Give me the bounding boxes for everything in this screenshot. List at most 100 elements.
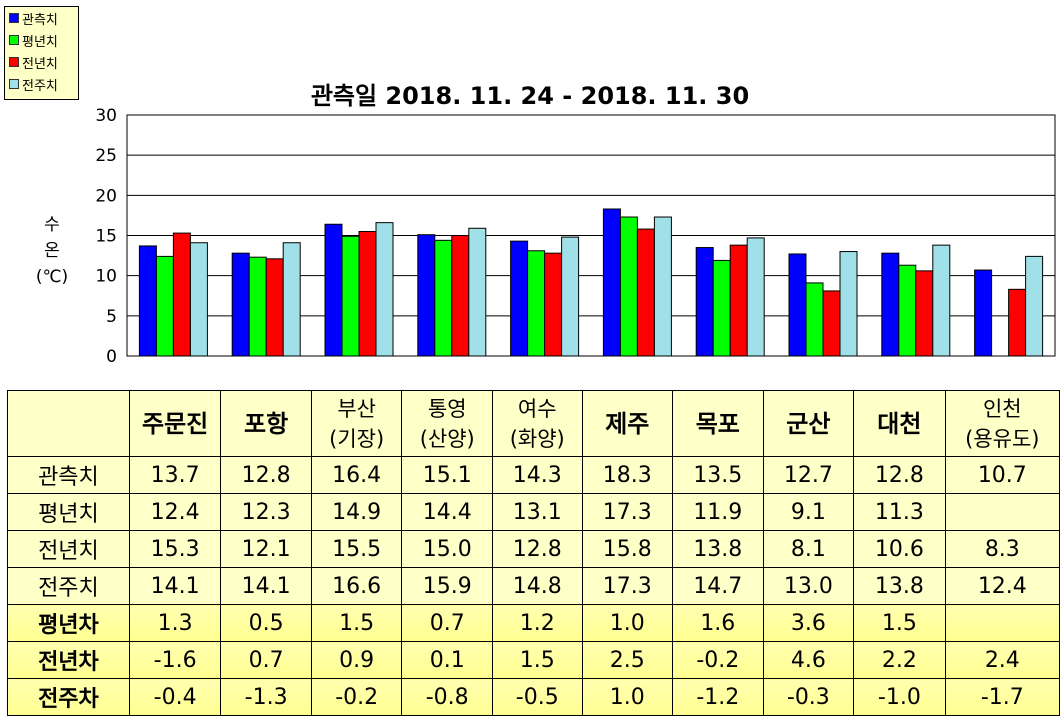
table-row: 평년치 12.4 12.3 14.9 14.4 13.1 17.3 11.9 9.1 11.3: [7, 493, 1060, 531]
bar-2-3: [451, 235, 470, 357]
bar-1-2: [341, 235, 360, 357]
bar-1-7: [805, 282, 824, 357]
header-line: (산양): [419, 426, 475, 451]
column-header: 목포: [672, 390, 764, 457]
legend-label: 관측치: [22, 12, 58, 28]
bar-3-3: [468, 227, 487, 357]
legend-item: 전년치: [5, 51, 78, 73]
table-cell: [944, 604, 1060, 642]
y-tick-label: 0: [106, 347, 117, 367]
header-corner: [7, 390, 130, 457]
header-line: 제주: [605, 409, 650, 438]
bar-3-9: [1025, 255, 1044, 357]
header-line: 부산: [337, 396, 376, 421]
table-cell: 11.3: [853, 493, 946, 531]
table-cell: 14.8: [491, 567, 583, 605]
legend-swatch: [9, 79, 19, 89]
bar-0-0: [138, 245, 157, 357]
table-cell: 15.3: [128, 530, 222, 568]
column-header: 통영 (산양): [401, 390, 493, 457]
table-cell: 13.8: [853, 567, 946, 605]
table-row: 전주치 14.1 14.1 16.6 15.9 14.8 17.3 14.7 13.0 13.8 1…: [7, 567, 1060, 605]
table-cell: 1.0: [581, 678, 674, 716]
table-cell: 15.9: [401, 567, 493, 605]
table-cell: 1.2: [491, 604, 583, 642]
table-cell: 8.1: [762, 530, 855, 568]
legend-label: 전주치: [22, 78, 58, 94]
row-label: 관측치: [7, 456, 130, 494]
table-cell: -1.7: [944, 678, 1060, 716]
bar-3-5: [653, 216, 672, 357]
table-cell: 2.4: [944, 641, 1060, 679]
table-cell: 12.8: [853, 456, 946, 494]
bar-3-2: [375, 222, 394, 357]
header-line: 대천: [877, 409, 922, 438]
header-line: (용유도): [965, 426, 1040, 451]
row-label: 전년치: [7, 530, 130, 568]
bar-1-0: [155, 255, 174, 357]
table-cell: 8.3: [944, 530, 1060, 568]
table-cell: -1.2: [672, 678, 764, 716]
y-axis-label-line: (℃): [35, 267, 69, 287]
table-cell: -0.4: [128, 678, 222, 716]
column-header: 주문진: [128, 390, 222, 457]
header-line: 포항: [244, 409, 289, 438]
column-header: 대천: [853, 390, 946, 457]
table-cell: 16.4: [310, 456, 403, 494]
table-cell: 1.5: [491, 641, 583, 679]
table-row: 전년치 15.3 12.1 15.5 15.0 12.8 15.8 13.8 8.1 10.6 8.…: [7, 530, 1060, 568]
bar-2-4: [544, 252, 563, 357]
y-tick-label: 25: [95, 146, 117, 166]
bar-2-9: [1008, 288, 1027, 357]
table-cell: 13.5: [672, 456, 764, 494]
data-table: 주문진 포항 부산 (기장) 통영 (산양) 여수 (화양) 제주 목포 군산 대천 인천 (용유도) 관측…: [7, 390, 1060, 716]
bar-1-5: [619, 216, 638, 357]
table-cell: 11.9: [672, 493, 764, 531]
table-cell: 3.6: [762, 604, 855, 642]
table-cell: 12.8: [491, 530, 583, 568]
table-cell: 12.4: [128, 493, 222, 531]
legend-swatch: [9, 13, 19, 23]
header-line: 통영: [427, 396, 467, 421]
y-axis-label-line: 수: [44, 215, 60, 235]
table-cell: 13.7: [128, 456, 222, 494]
table-cell: -0.8: [401, 678, 493, 716]
table-cell: 13.1: [491, 493, 583, 531]
y-axis-label: 수 온 (℃): [30, 212, 74, 290]
table-cell: 14.7: [672, 567, 764, 605]
bar-2-6: [729, 244, 748, 357]
table-cell: -0.2: [310, 678, 403, 716]
table-cell: 15.0: [401, 530, 493, 568]
bar-0-6: [695, 247, 714, 357]
header-line: 주문진: [141, 409, 209, 438]
row-label: 전년차: [7, 641, 130, 679]
y-axis-label-line: 온: [44, 241, 60, 261]
table-cell: 14.3: [491, 456, 583, 494]
bar-2-7: [822, 290, 841, 357]
table-cell: 16.6: [310, 567, 403, 605]
bar-0-1: [231, 252, 250, 357]
column-header: 부산 (기장): [310, 390, 403, 457]
table-cell: 15.8: [581, 530, 674, 568]
legend-item: 평년치: [5, 29, 78, 51]
table-cell: 0.7: [220, 641, 312, 679]
bar-0-3: [417, 234, 436, 357]
y-tick-label: 15: [95, 227, 117, 247]
table-cell: -0.3: [762, 678, 855, 716]
bar-3-4: [561, 236, 580, 357]
y-tick-label: 30: [95, 106, 117, 126]
table-cell: 14.1: [128, 567, 222, 605]
header-line: 목포: [695, 409, 740, 438]
bar-2-5: [636, 228, 655, 357]
column-header: 제주: [581, 390, 674, 457]
table-cell: 14.4: [401, 493, 493, 531]
table-cell: 1.0: [581, 604, 674, 642]
table-cell: 13.0: [762, 567, 855, 605]
row-label: 평년차: [7, 604, 130, 642]
legend-label: 평년치: [22, 34, 58, 50]
bar-0-7: [788, 253, 807, 357]
table-cell: 9.1: [762, 493, 855, 531]
table-cell: 15.1: [401, 456, 493, 494]
bar-1-6: [712, 259, 731, 357]
